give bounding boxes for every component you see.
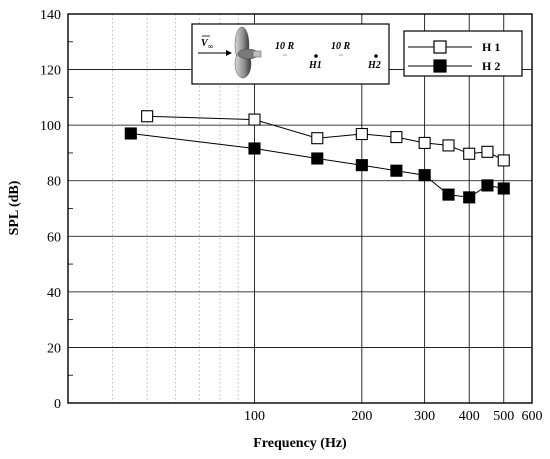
plot-frame [67, 13, 533, 404]
data-point-2 [418, 169, 431, 182]
x-axis-ticks: 100 200 300 400 500 600 [244, 409, 543, 424]
point-h2 [374, 54, 378, 58]
legend-marker-h2 [433, 59, 447, 73]
y-tick-label: 140 [40, 8, 61, 23]
legend-marker-h1 [433, 40, 447, 54]
inset-frame [191, 23, 390, 85]
x-tick-label: 200 [351, 409, 372, 424]
legend-box [403, 30, 523, 77]
x-tick-label: 300 [414, 409, 435, 424]
data-point-2 [390, 164, 403, 177]
h1-label: H1 [308, 60, 322, 71]
x-tick-label: 600 [522, 409, 543, 424]
h2-label: H2 [367, 60, 381, 71]
y-tick-label: 60 [47, 230, 61, 245]
data-point-1 [311, 132, 324, 145]
y-tick-label: 120 [40, 64, 61, 79]
y-tick-label: 100 [40, 119, 61, 134]
data-point-2 [497, 182, 510, 195]
legend: H 1 H 2 [403, 30, 523, 77]
data-point-1 [141, 110, 154, 123]
data-point-2 [248, 142, 261, 155]
point-h1 [314, 54, 318, 58]
y-tick-label: 0 [54, 397, 61, 412]
data-point-1 [481, 145, 494, 158]
data-point-2 [355, 159, 368, 172]
data-point-2 [463, 191, 476, 204]
data-point-2 [311, 152, 324, 165]
data-point-1 [248, 113, 261, 126]
series-markers [124, 110, 510, 204]
legend-label-h1: H 1 [482, 40, 500, 54]
series-line-1 [147, 115, 505, 161]
distance-label-2: 10 R [331, 41, 351, 52]
data-point-1 [390, 131, 403, 144]
series-lines [130, 115, 505, 198]
distance-label-1: 10 R [275, 41, 295, 52]
x-tick-label: 100 [244, 409, 265, 424]
data-point-2 [442, 188, 455, 201]
y-tick-label: 80 [47, 175, 61, 190]
x-tick-label: 400 [459, 409, 480, 424]
legend-label-h2: H 2 [482, 59, 500, 73]
data-point-2 [481, 179, 494, 192]
series-line-2 [130, 133, 504, 198]
x-axis-title: Frequency (Hz) [253, 436, 347, 451]
inset-schematic: V∞ 10 R 10 R H1 H2 [191, 23, 390, 85]
data-point-2 [124, 127, 137, 140]
y-tick-label: 40 [47, 286, 61, 301]
data-point-1 [355, 127, 368, 141]
data-point-1 [497, 154, 510, 167]
velocity-label: V∞ [201, 38, 214, 51]
data-point-1 [463, 147, 476, 160]
y-axis-title: SPL (dB) [7, 180, 22, 235]
y-axis-ticks: 0 20 40 60 80 100 120 140 [40, 8, 61, 412]
propeller-icon [234, 26, 262, 79]
data-point-1 [442, 139, 455, 152]
data-point-1 [418, 136, 431, 149]
y-tick-label: 20 [47, 341, 61, 356]
x-tick-label: 500 [493, 409, 514, 424]
